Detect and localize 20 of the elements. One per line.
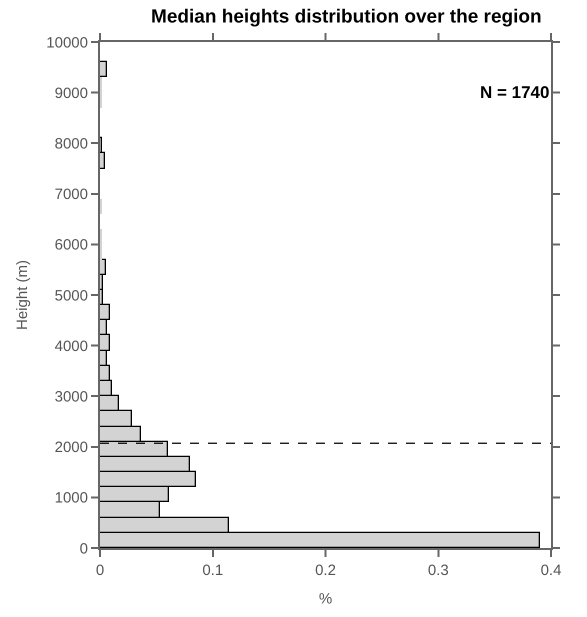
x-tick-label: 0.1: [202, 562, 224, 579]
y-tick-label: 10000: [46, 34, 88, 52]
x-tick-label: 0.4: [540, 562, 562, 579]
y-tick-label: 2000: [54, 439, 88, 456]
y-tick-label: 4000: [54, 338, 88, 355]
x-axis-title: %: [318, 590, 332, 608]
y-tick-label: 3000: [54, 388, 88, 406]
y-tick-label: 5000: [54, 287, 88, 304]
x-tick-label: 0.2: [315, 562, 336, 579]
chart-title: Median heights distribution over the region: [151, 6, 542, 28]
y-tick-label: 9000: [54, 84, 88, 102]
y-tick-label: 6000: [54, 236, 88, 254]
y-axis-title: Height (m): [14, 260, 32, 330]
y-tick-label: 8000: [54, 135, 88, 152]
y-tick-label: 7000: [54, 186, 88, 204]
y-tick-label: 0: [80, 540, 88, 558]
x-tick-label: 0: [96, 562, 104, 579]
y-tick-label: 1000: [54, 490, 88, 507]
annotation: N = 1740: [480, 83, 550, 102]
x-tick-label: 0.3: [428, 562, 449, 579]
